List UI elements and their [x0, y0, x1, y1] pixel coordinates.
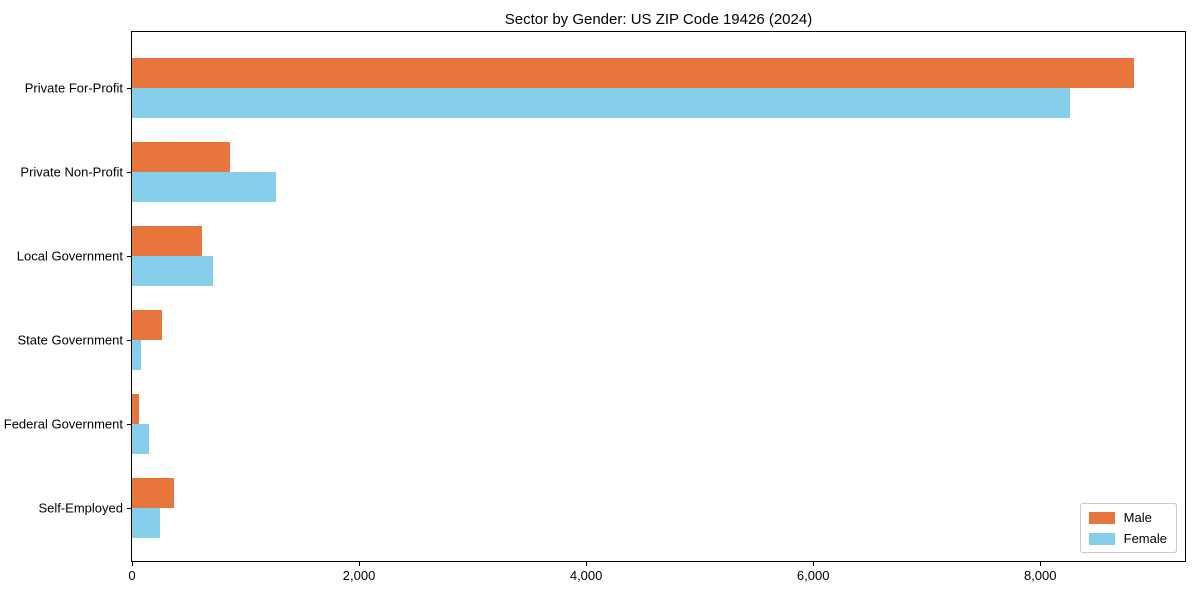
legend-swatch-male — [1088, 511, 1115, 524]
y-axis-label: Federal Government — [3, 416, 123, 432]
legend-item-female: Female — [1088, 531, 1167, 546]
bar-male-private-for-profit — [132, 58, 1134, 88]
bar-female-private-for-profit — [132, 88, 1070, 118]
bar-male-local-government — [132, 226, 202, 256]
bar-female-local-government — [132, 256, 213, 286]
y-axis-label: Local Government — [16, 248, 123, 264]
legend-swatch-female — [1088, 532, 1115, 545]
bar-female-state-government — [132, 340, 141, 370]
y-axis-label: Private For-Profit — [24, 80, 123, 96]
bar-male-self-employed — [132, 478, 174, 508]
y-axis-tick — [127, 340, 131, 341]
plot-area: Male Female — [131, 31, 1186, 562]
x-axis-tick-label: 6,000 — [796, 568, 830, 583]
bar-male-private-non-profit — [132, 142, 230, 172]
y-axis-tick — [127, 88, 131, 89]
x-axis-tick — [359, 562, 361, 566]
x-axis-tick-label: 4,000 — [569, 568, 603, 583]
y-axis-label: State Government — [17, 332, 124, 348]
y-axis-tick — [127, 256, 131, 257]
x-axis-tick — [1040, 562, 1042, 566]
legend-item-male: Male — [1088, 510, 1167, 525]
legend-label-female: Female — [1123, 531, 1167, 546]
bar-male-federal-government — [132, 394, 139, 424]
bar-female-self-employed — [132, 508, 160, 538]
y-axis-tick — [127, 508, 131, 509]
y-axis-label: Self-Employed — [38, 500, 123, 516]
x-axis-tick — [813, 562, 815, 566]
legend-label-male: Male — [1123, 510, 1152, 525]
x-axis-tick-label: 0 — [128, 568, 136, 583]
bar-male-state-government — [132, 310, 162, 340]
x-axis-tick-label: 2,000 — [342, 568, 376, 583]
bar-female-private-non-profit — [132, 172, 276, 202]
bar-female-federal-government — [132, 424, 149, 454]
x-axis-tick — [586, 562, 588, 566]
legend: Male Female — [1079, 503, 1177, 553]
y-axis-tick — [127, 424, 131, 425]
x-axis-tick-label: 8,000 — [1023, 568, 1057, 583]
chart-title: Sector by Gender: US ZIP Code 19426 (202… — [504, 11, 813, 28]
y-axis-tick — [127, 172, 131, 173]
y-axis-label: Private Non-Profit — [20, 164, 123, 180]
x-axis-tick — [132, 562, 133, 566]
